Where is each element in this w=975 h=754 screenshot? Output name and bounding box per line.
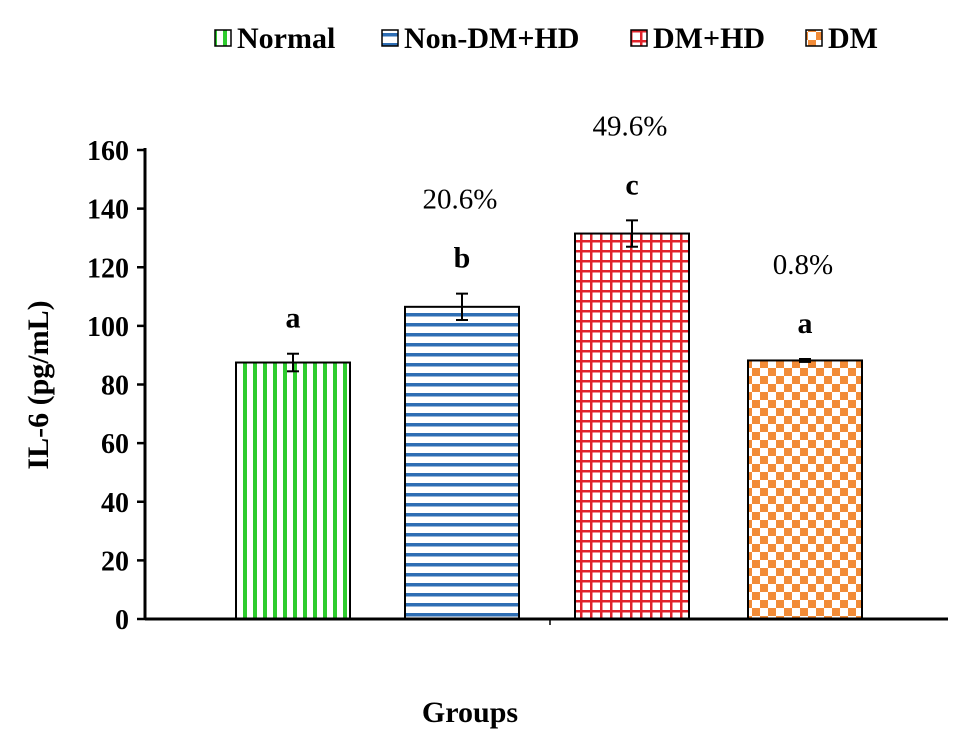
legend-label-dm-hd: DM+HD [653,22,765,55]
legend-label-non-dm-hd: Non-DM+HD [404,22,579,55]
legend-swatch-dm-hd [630,29,648,47]
legend-swatch-non-dm-hd [381,29,399,47]
plot-area: a b 20.6% c 49.6% a 0.8% [235,110,863,620]
bar-normal [235,361,351,620]
legend-swatch-normal [214,29,232,47]
percent-change-label-dm: 0.8% [773,249,833,281]
y-tick-label: 40 [101,488,129,519]
y-tick-label: 100 [87,312,129,343]
y-ticks: 0 20 40 60 80 100 120 140 160 [87,136,551,636]
significance-label-dm: a [798,307,813,340]
percent-change-label-non-dm-hd: 20.6% [423,184,498,216]
legend-item-normal: Normal [214,22,335,55]
y-tick-label: 160 [87,136,129,167]
y-tick-label: 120 [87,253,129,284]
significance-label-non-dm-hd: b [454,242,471,275]
y-tick-label: 80 [101,371,129,402]
error-bar-dm-hd [626,219,638,248]
legend-item-dm-hd: DM+HD [630,22,765,55]
bar-non-dm-hd [404,305,520,620]
legend-swatch-dm [805,29,823,47]
y-tick-label: 20 [101,546,129,577]
y-axis-title: IL-6 (pg/mL) [22,300,55,469]
y-tick-label: 0 [115,605,129,636]
axes: 0 20 40 60 80 100 120 140 160 [87,136,948,636]
x-axis-title: Groups [422,696,518,729]
y-tick-label: 140 [87,195,129,226]
legend-label-dm: DM [828,22,878,55]
percent-change-label-dm-hd: 49.6% [593,110,668,142]
legend-label-normal: Normal [237,22,335,55]
error-bar-non-dm-hd [456,292,468,322]
legend-item-non-dm-hd: Non-DM+HD [381,22,579,55]
legend-item-dm: DM [805,22,878,55]
y-tick-label: 60 [101,429,129,460]
error-bar-dm [799,357,811,363]
significance-label-normal: a [286,302,301,335]
bar-dm-hd [574,232,690,620]
legend: Normal Non-DM+HD DM+HD DM [214,22,878,55]
bar-dm [747,359,863,620]
error-bar-normal [287,352,299,373]
significance-label-dm-hd: c [625,168,638,201]
